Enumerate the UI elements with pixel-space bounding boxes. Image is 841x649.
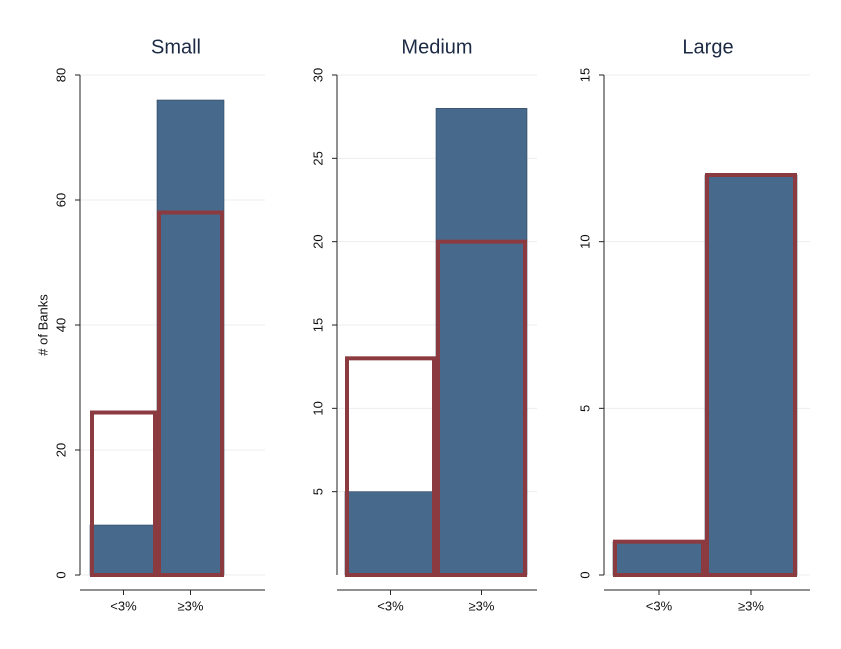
x-tick-label: ≥3% — [738, 598, 764, 613]
bar — [89, 524, 158, 576]
y-axis-label: # of Banks — [35, 294, 50, 356]
bar — [704, 174, 798, 576]
y-tick-label: 80 — [53, 68, 68, 82]
y-tick-label: 0 — [53, 571, 68, 578]
y-tick-label: 0 — [577, 571, 592, 578]
bar — [344, 491, 437, 576]
y-tick-label: 15 — [577, 68, 592, 82]
x-tick-label: ≥3% — [469, 598, 495, 613]
bar-outline — [436, 239, 527, 578]
y-tick-label: 60 — [53, 193, 68, 207]
y-tick-label: 10 — [577, 234, 592, 248]
y-tick-label: 40 — [53, 318, 68, 332]
x-tick-label: <3% — [110, 598, 137, 613]
y-tick-label: 15 — [310, 318, 325, 332]
y-tick-label: 20 — [310, 234, 325, 248]
chart-title: Medium — [401, 36, 472, 58]
bar-outline — [90, 410, 157, 577]
bar-outline — [345, 356, 436, 578]
x-tick-label: <3% — [646, 598, 673, 613]
y-tick-label: 20 — [53, 443, 68, 457]
bar — [156, 99, 225, 576]
y-tick-label: 10 — [310, 401, 325, 415]
bar-outline — [705, 173, 797, 577]
chart-title: Large — [682, 36, 733, 58]
bar-outline — [613, 539, 705, 578]
y-tick-label: 5 — [577, 405, 592, 412]
x-tick-label: <3% — [377, 598, 404, 613]
chart-title: Small — [151, 36, 201, 58]
bar — [435, 108, 528, 576]
x-tick-label: ≥3% — [178, 598, 204, 613]
y-tick-label: 30 — [310, 68, 325, 82]
bar-outline — [157, 210, 224, 577]
y-tick-label: 5 — [310, 488, 325, 495]
bar — [612, 541, 706, 576]
y-tick-label: 25 — [310, 151, 325, 165]
